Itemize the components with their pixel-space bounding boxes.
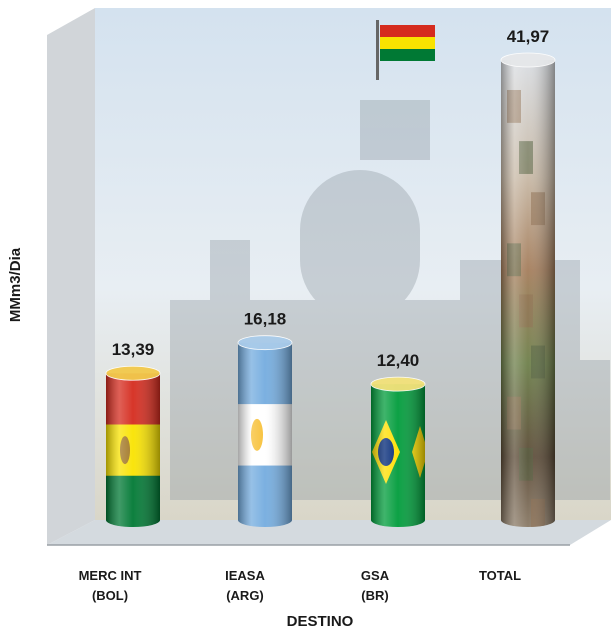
bar-1 xyxy=(105,365,161,527)
value-label-3: 12,40 xyxy=(377,351,420,370)
side-wall xyxy=(47,8,95,545)
bar-cap xyxy=(237,335,293,351)
category-labels-group: MERC INT (BOL) IEASA (ARG) GSA (BR) TOTAL xyxy=(79,568,522,603)
category-sublabel-2: (ARG) xyxy=(226,588,264,603)
floor xyxy=(47,520,611,545)
back-wall xyxy=(95,8,611,520)
category-label-4: TOTAL xyxy=(479,568,521,583)
bars-group xyxy=(105,52,556,527)
y-axis-label: MMm3/Dia xyxy=(7,247,24,322)
category-label-1: MERC INT xyxy=(79,568,142,583)
category-sublabel-1: (BOL) xyxy=(92,588,128,603)
value-label-2: 16,18 xyxy=(244,310,287,329)
bar-4 xyxy=(500,52,556,527)
value-label-4: 41,97 xyxy=(507,27,550,46)
flag-decoration xyxy=(376,20,435,80)
bar-cap xyxy=(370,376,426,392)
bar-cap xyxy=(105,365,161,381)
category-label-2: IEASA xyxy=(225,568,265,583)
bar-cap xyxy=(500,52,556,68)
category-sublabel-3: (BR) xyxy=(361,588,388,603)
x-axis-label: DESTINO xyxy=(287,613,354,630)
value-labels-group: 13,39 16,18 12,40 41,97 xyxy=(112,27,550,370)
value-label-1: 13,39 xyxy=(112,340,155,359)
bar-3 xyxy=(370,376,426,527)
category-label-3: GSA xyxy=(361,568,390,583)
bar-2 xyxy=(237,335,293,527)
